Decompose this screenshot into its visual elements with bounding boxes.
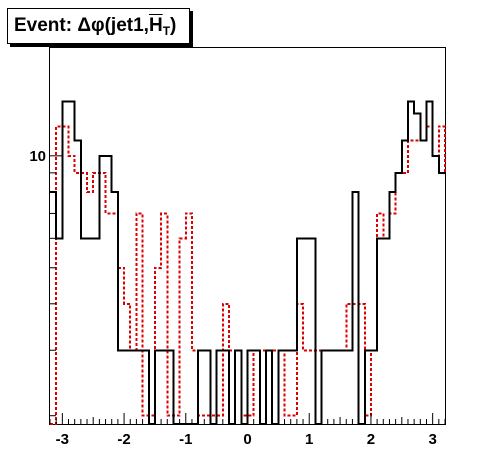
x-tick-label: -3 [56, 431, 69, 448]
title-prefix: Event: Δφ(jet1, [14, 15, 149, 36]
x-tick-label: 0 [243, 431, 251, 448]
chart-title: Event: Δφ(jet1,HT) [7, 8, 190, 44]
title-subscript: T [162, 24, 171, 38]
x-tick-label: 1 [305, 431, 313, 448]
x-tick-label: 2 [367, 431, 375, 448]
y-tick-label: 10 [29, 148, 46, 165]
series-solid-step [50, 100, 445, 425]
title-symbol: H [148, 15, 163, 36]
x-tick-label: -2 [117, 431, 130, 448]
title-suffix: ) [170, 15, 177, 36]
x-tick-label: -1 [179, 431, 192, 448]
x-tick-label: 3 [428, 431, 436, 448]
